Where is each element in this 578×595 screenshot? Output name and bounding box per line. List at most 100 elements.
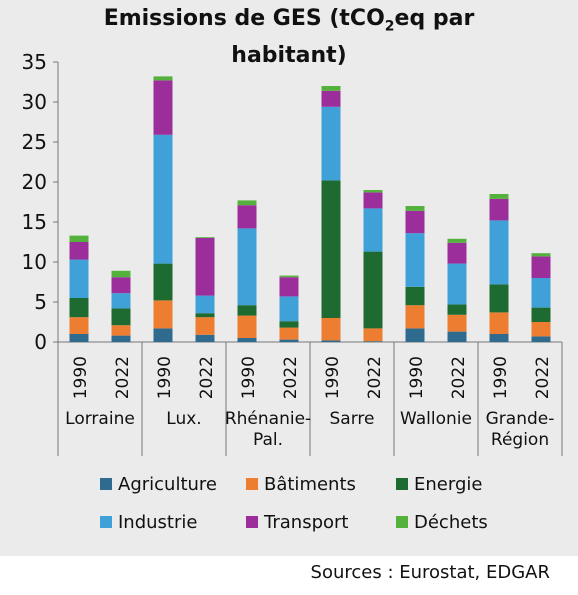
bar-segment-energie — [405, 286, 425, 306]
chart-title: Emissions de GES (tCO2eq par habitant) — [0, 4, 578, 70]
x-category-label: 1990 — [491, 356, 511, 399]
x-category-label: 1990 — [239, 356, 259, 399]
bar-segment-agriculture — [531, 336, 551, 342]
x-category-label: 2022 — [533, 356, 553, 399]
bar-segment-btiments — [237, 315, 257, 338]
x-group-label: Pal. — [253, 430, 283, 450]
chart-legend: Agriculture Bâtiments Energie Industrie Tran… — [100, 472, 520, 534]
bar-segment-energie — [447, 304, 467, 315]
x-category-label: 2022 — [281, 356, 301, 399]
bar-segment-dchets — [321, 86, 341, 91]
bar-segment-agriculture — [405, 328, 425, 342]
bar-segment-btiments — [531, 322, 551, 337]
x-group-label: Lux. — [166, 409, 201, 429]
bar-segment-agriculture — [489, 334, 509, 342]
y-tick-label: 15 — [22, 210, 47, 234]
bar-segment-dchets — [489, 194, 509, 199]
x-group-label: Wallonie — [400, 409, 472, 429]
bar-segment-industrie — [153, 134, 173, 264]
legend-label: Energie — [414, 473, 483, 495]
bar-segment-dchets — [447, 238, 467, 243]
legend-swatch — [396, 516, 408, 528]
x-category-label: 1990 — [71, 356, 91, 399]
bar-segment-agriculture — [363, 341, 383, 342]
chart-title-line2: habitant) — [231, 43, 347, 69]
bar-segment-dchets — [195, 237, 215, 238]
x-group-label: Rhénanie- — [225, 409, 311, 429]
legend-label: Industrie — [118, 511, 198, 533]
bar-segment-btiments — [363, 328, 383, 342]
bar-segment-btiments — [195, 317, 215, 335]
bar-segment-agriculture — [195, 334, 215, 342]
bar-segment-industrie — [279, 296, 299, 322]
bar-segment-energie — [531, 307, 551, 322]
bar-segment-industrie — [363, 208, 383, 252]
y-tick-label: 30 — [22, 90, 47, 114]
bar-segment-energie — [111, 308, 131, 326]
bar-segment-energie — [321, 180, 341, 318]
bar-segment-industrie — [405, 233, 425, 287]
legend-item: Energie — [396, 472, 526, 496]
bar-segment-industrie — [237, 228, 257, 306]
bar-segment-btiments — [489, 312, 509, 334]
x-category-label: 2022 — [449, 356, 469, 399]
legend-label: Transport — [264, 511, 349, 533]
legend-item: Transport — [246, 510, 396, 534]
legend-label: Agriculture — [118, 473, 217, 495]
x-category-label: 2022 — [113, 356, 133, 399]
bar-segment-agriculture — [153, 328, 173, 342]
x-category-label: 1990 — [323, 356, 343, 399]
bar-segment-transport — [489, 198, 509, 221]
x-category-label: 1990 — [407, 356, 427, 399]
legend-item: Déchets — [396, 510, 526, 534]
chart-title-sub: 2 — [384, 18, 395, 35]
bar-segment-dchets — [153, 76, 173, 81]
y-tick-label: 35 — [22, 50, 47, 74]
bar-segment-dchets — [237, 200, 257, 206]
bar-segment-transport — [111, 277, 131, 294]
bar-segment-btiments — [69, 317, 89, 334]
bar-segment-transport — [531, 256, 551, 278]
bar-segment-industrie — [531, 278, 551, 308]
bar-segment-btiments — [447, 314, 467, 332]
bar-segment-transport — [69, 242, 89, 260]
y-tick-label: 5 — [34, 290, 47, 314]
y-tick-label: 25 — [22, 130, 47, 154]
legend-label: Déchets — [414, 511, 488, 533]
bar-segment-industrie — [111, 293, 131, 309]
bar-segment-dchets — [111, 270, 131, 278]
bar-segment-btiments — [111, 325, 131, 336]
bar-segment-dchets — [405, 206, 425, 211]
x-group-label: Sarre — [330, 409, 375, 429]
bar-segment-industrie — [447, 263, 467, 305]
bar-segment-agriculture — [321, 340, 341, 342]
legend-swatch — [100, 516, 112, 528]
bar-segment-transport — [447, 242, 467, 264]
bar-segment-btiments — [153, 300, 173, 329]
bar-segment-agriculture — [69, 334, 89, 342]
bar-segment-transport — [405, 210, 425, 234]
bar-segment-energie — [279, 321, 299, 328]
bar-chart: 0 5 10 15 20 25 30 35 1990 2022 1990 2022 1990 2022 19… — [22, 50, 563, 456]
bar-segment-dchets — [69, 235, 89, 242]
chart-title-pre: Emissions de GES (tCO — [103, 6, 385, 31]
bar-segment-transport — [279, 277, 299, 297]
bar-segment-transport — [363, 192, 383, 209]
legend-label: Bâtiments — [264, 473, 356, 495]
bar-segment-agriculture — [279, 339, 299, 342]
bar-segment-dchets — [363, 190, 383, 193]
legend-item: Bâtiments — [246, 472, 396, 496]
bar-segment-agriculture — [237, 338, 257, 342]
bar-segment-transport — [321, 90, 341, 107]
bar-segment-industrie — [195, 295, 215, 314]
bar-segment-industrie — [69, 259, 89, 298]
legend-swatch — [246, 516, 258, 528]
x-category-label: 2022 — [197, 356, 217, 399]
bar-segment-agriculture — [447, 331, 467, 342]
x-group-label: Lorraine — [65, 409, 135, 429]
bar-segment-transport — [153, 80, 173, 135]
legend-swatch — [100, 478, 112, 490]
legend-item: Agriculture — [100, 472, 246, 496]
y-tick-label: 20 — [22, 170, 47, 194]
bar-segment-energie — [153, 263, 173, 301]
